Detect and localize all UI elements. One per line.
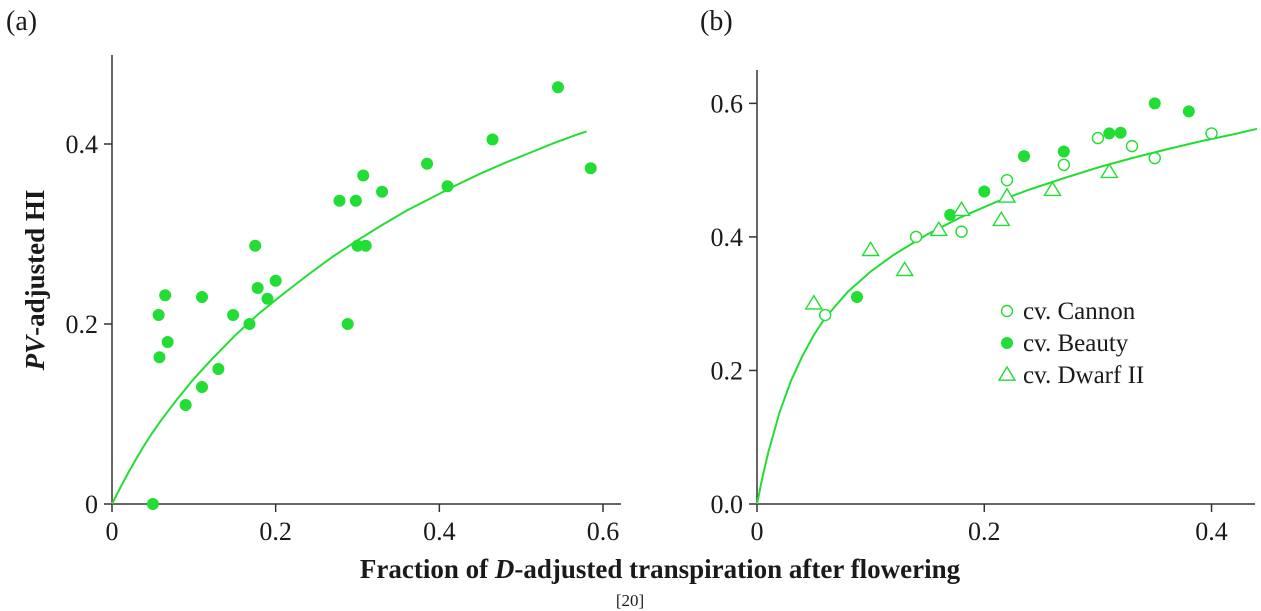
data-point-filled-circle bbox=[486, 133, 499, 146]
y-tick-label: 0.0 bbox=[711, 490, 744, 519]
x-tick-label: 0 bbox=[751, 517, 764, 546]
data-point-open-circle bbox=[1205, 127, 1218, 140]
data-point-filled-circle bbox=[179, 399, 192, 411]
data-point-open-triangle bbox=[1043, 180, 1062, 197]
data-point-filled-circle bbox=[1018, 150, 1031, 163]
y-axis-title-rest: -adjusted HI bbox=[20, 190, 50, 336]
source-reference: [20] bbox=[616, 591, 644, 610]
data-point-filled-circle bbox=[359, 239, 372, 252]
y-tick-label: 0.4 bbox=[711, 223, 744, 252]
panel-a-points bbox=[146, 81, 597, 510]
data-point-filled-circle bbox=[1114, 126, 1127, 139]
panel-b-label: (b) bbox=[700, 6, 733, 37]
data-point-filled-circle bbox=[584, 162, 597, 175]
data-point-filled-circle bbox=[1148, 97, 1161, 110]
data-point-open-circle bbox=[1125, 139, 1139, 153]
panel-a: (a) 0 0.2 0.4 0.6 0 0.2 0.4 bbox=[6, 6, 621, 546]
x-tick-label: 0.2 bbox=[968, 517, 1001, 546]
x-axis-title: Fraction of D-adjusted transpiration aft… bbox=[360, 554, 961, 584]
data-point-open-triangle bbox=[1100, 162, 1119, 179]
panel-b-ticks: 0 0.2 0.4 0.0 0.2 0.4 0.6 bbox=[711, 89, 1228, 546]
panel-b-points bbox=[804, 97, 1218, 322]
data-point-filled-circle bbox=[1057, 145, 1070, 158]
panel-b-legend: cv. Cannon cv. Beauty cv. Dwarf II bbox=[997, 298, 1144, 389]
data-point-open-triangle bbox=[804, 294, 824, 310]
data-point-filled-circle bbox=[357, 169, 370, 182]
panel-b-fit-curve bbox=[756, 127, 1258, 505]
data-point-filled-circle bbox=[227, 309, 240, 321]
data-point-filled-circle bbox=[1182, 105, 1195, 118]
data-point-filled-circle bbox=[551, 81, 564, 94]
y-tick-label: 0.2 bbox=[711, 356, 744, 385]
panel-a-ticks: 0 0.2 0.4 0.6 0 0.2 0.4 bbox=[66, 130, 620, 546]
x-tick-label: 0.2 bbox=[259, 517, 292, 546]
data-point-open-triangle bbox=[992, 210, 1011, 227]
data-point-filled-circle bbox=[243, 318, 256, 330]
data-point-open-circle bbox=[1148, 151, 1161, 165]
x-tick-label: 0.4 bbox=[423, 517, 456, 546]
x-tick-label: 0 bbox=[106, 517, 119, 546]
data-point-open-triangle bbox=[952, 200, 971, 217]
data-point-filled-circle bbox=[196, 381, 209, 393]
data-point-open-triangle bbox=[895, 260, 914, 277]
y-tick-label: 0 bbox=[85, 490, 98, 519]
data-point-open-circle bbox=[955, 225, 968, 238]
x-axis-title-suffix: -adjusted transpiration after flowering bbox=[514, 554, 960, 584]
data-point-filled-circle bbox=[421, 157, 434, 170]
data-point-open-triangle bbox=[861, 240, 880, 257]
panel-b: (b) 0 0.2 0.4 0.0 0.2 0.4 0.6 cv. Cannon cv. Be… bbox=[700, 6, 1258, 546]
data-point-filled-circle bbox=[153, 351, 166, 364]
data-point-filled-circle bbox=[196, 291, 209, 303]
data-point-filled-circle bbox=[333, 194, 346, 207]
y-tick-label: 0.2 bbox=[66, 310, 99, 339]
data-point-filled-circle bbox=[376, 185, 389, 198]
data-point-filled-circle bbox=[161, 336, 174, 348]
data-point-filled-circle bbox=[261, 292, 274, 305]
data-point-open-triangle bbox=[997, 365, 1017, 381]
y-axis-title: PV-adjusted HI bbox=[20, 190, 50, 372]
data-point-filled-circle bbox=[146, 498, 159, 510]
panel-a-fit-curve bbox=[111, 130, 587, 505]
y-tick-label: 0.4 bbox=[66, 130, 99, 159]
data-point-filled-circle bbox=[341, 318, 354, 330]
legend-entry-label: cv. Dwarf II bbox=[1023, 362, 1144, 389]
data-point-open-circle bbox=[1000, 304, 1014, 318]
data-point-open-triangle bbox=[997, 187, 1017, 203]
x-tick-label: 0.6 bbox=[587, 517, 620, 546]
data-point-open-circle bbox=[1091, 131, 1105, 145]
y-tick-label: 0.6 bbox=[711, 89, 744, 118]
panel-a-label: (a) bbox=[6, 6, 37, 37]
data-point-filled-circle bbox=[269, 274, 282, 287]
legend-entry-label: cv. Cannon bbox=[1023, 298, 1136, 325]
data-point-filled-circle bbox=[249, 239, 262, 252]
data-point-filled-circle bbox=[152, 309, 165, 321]
data-point-open-circle bbox=[1000, 173, 1014, 187]
data-point-filled-circle bbox=[349, 194, 362, 207]
x-axis-title-prefix: Fraction of bbox=[360, 554, 495, 584]
data-point-open-circle bbox=[909, 230, 923, 244]
data-point-filled-circle bbox=[851, 291, 863, 304]
y-axis-title-italic: PV bbox=[20, 334, 50, 371]
data-point-open-triangle bbox=[929, 220, 949, 237]
legend-entry-label: cv. Beauty bbox=[1023, 330, 1129, 357]
data-point-open-circle bbox=[818, 308, 832, 322]
data-point-filled-circle bbox=[1103, 127, 1116, 140]
data-point-filled-circle bbox=[1001, 337, 1013, 349]
data-point-open-circle bbox=[1057, 158, 1071, 172]
data-point-filled-circle bbox=[251, 282, 264, 294]
data-point-filled-circle bbox=[978, 185, 991, 198]
data-point-filled-circle bbox=[159, 289, 172, 302]
x-axis-title-italic: D bbox=[494, 554, 515, 584]
data-point-filled-circle bbox=[212, 363, 225, 375]
data-point-filled-circle bbox=[441, 180, 454, 193]
x-tick-label: 0.4 bbox=[1195, 517, 1228, 546]
data-point-filled-circle bbox=[944, 208, 957, 221]
